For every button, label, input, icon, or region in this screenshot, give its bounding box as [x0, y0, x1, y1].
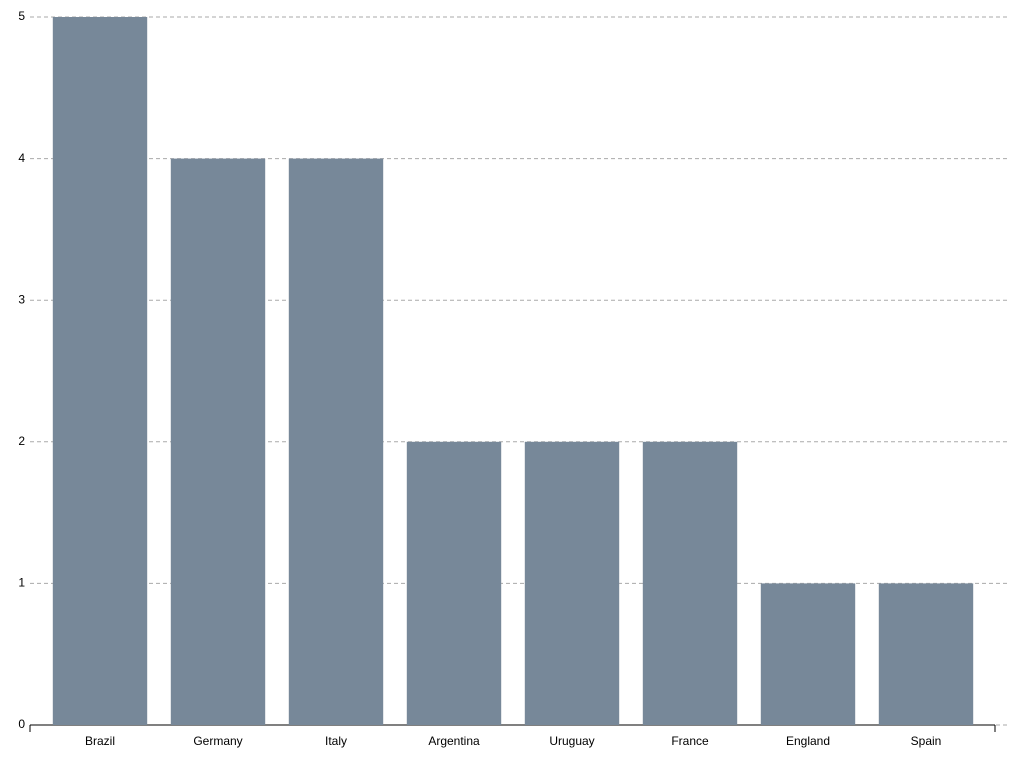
x-tick-label: Spain: [911, 734, 942, 748]
bar: [170, 158, 266, 726]
x-tick-label: Brazil: [85, 734, 115, 748]
x-tick-label: England: [786, 734, 830, 748]
bar: [642, 441, 738, 725]
x-tick-label: Germany: [193, 734, 242, 748]
y-tick-label: 0: [18, 717, 25, 731]
y-tick-label: 1: [18, 576, 25, 590]
bar: [406, 441, 502, 725]
y-tick-label: 5: [18, 9, 25, 23]
x-tick-label: Argentina: [428, 734, 480, 748]
bar: [52, 17, 148, 725]
bar: [760, 583, 856, 725]
bar: [524, 441, 620, 725]
x-tick-label: Uruguay: [549, 734, 594, 748]
y-tick-label: 2: [18, 434, 25, 448]
x-tick-label: France: [671, 734, 709, 748]
y-tick-label: 3: [18, 292, 25, 306]
bar: [288, 158, 384, 726]
y-tick-label: 4: [18, 151, 25, 165]
x-tick-label: Italy: [325, 734, 347, 748]
bar: [878, 583, 974, 725]
